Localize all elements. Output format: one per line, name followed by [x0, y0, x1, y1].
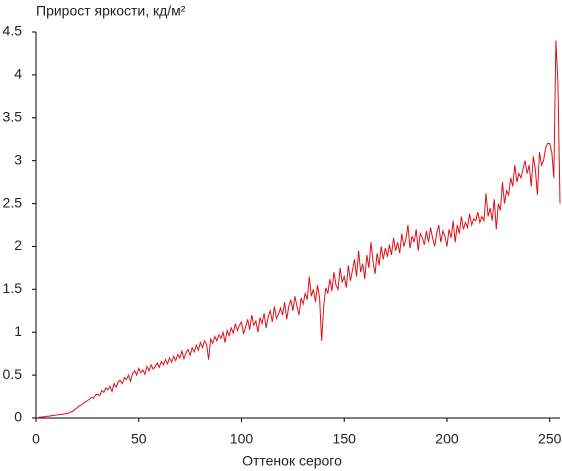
y-tick-label: 3.5 [3, 108, 23, 124]
y-tick-label: 4 [14, 66, 22, 82]
y-tick-label: 2.5 [3, 194, 23, 210]
y-tick-label: 0.5 [3, 366, 23, 382]
y-tick-label: 0 [14, 409, 22, 425]
y-tick-label: 3 [14, 151, 22, 167]
x-axis-label: Оттенок серого [242, 453, 342, 469]
x-tick-label: 100 [230, 431, 254, 447]
data-line [35, 40, 561, 419]
y-tick-label: 2 [14, 237, 22, 253]
x-tick-label: 150 [333, 431, 357, 447]
x-tick-label: 250 [538, 431, 562, 447]
chart-title: Прирост яркости, кд/м² [36, 3, 186, 19]
x-tick-label: 200 [435, 431, 459, 447]
x-tick-label: 50 [131, 431, 147, 447]
y-tick-label: 1.5 [3, 280, 23, 296]
y-tick-label: 4.5 [3, 23, 23, 39]
y-tick-label: 1 [14, 323, 22, 339]
x-tick-label: 0 [32, 431, 40, 447]
